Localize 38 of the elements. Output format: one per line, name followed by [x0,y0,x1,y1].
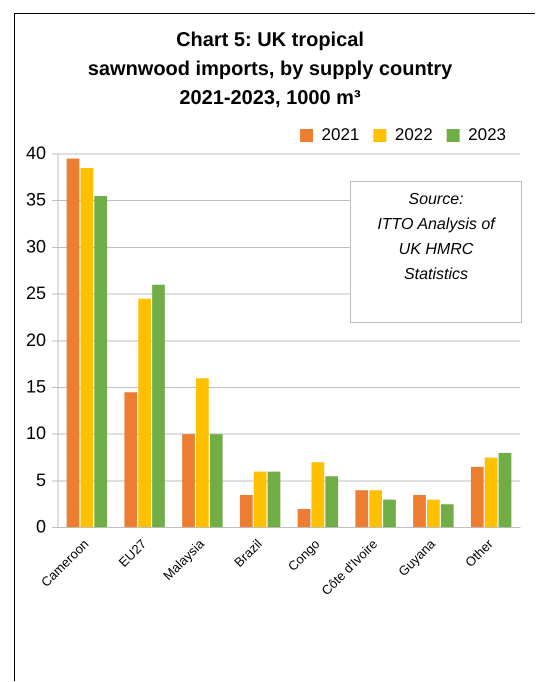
y-tick-label: 0 [36,516,46,537]
bar [427,500,440,528]
y-tick-label: 10 [26,423,46,444]
y-tick-label: 30 [26,236,46,256]
y-tick-label: 20 [26,330,46,350]
bar [470,466,484,528]
bar [182,434,195,528]
bar [210,434,223,528]
bar [413,494,426,528]
y-tick-label: 15 [26,376,46,396]
bar [312,462,324,528]
bar [383,500,396,528]
y-tick-label: 40 [26,142,46,163]
bar [484,458,498,528]
bar [440,504,454,528]
bar [355,490,368,528]
bar [369,490,382,528]
y-tick-label: 25 [26,283,46,304]
legend-label: 2021 [322,125,360,144]
y-tick-label: 35 [26,190,46,210]
bar [268,472,280,528]
bar [152,284,165,528]
bar [298,508,310,528]
bar [325,476,338,528]
bar [240,494,253,528]
bar [254,472,267,528]
bar [124,392,138,528]
annotation: Source: ITTO Analysis of UK HMRC Statistics [376,190,497,285]
bar [138,298,152,528]
chart-title: Chart 5: UK tropical sawnwood imports, by supply country 2021-2023, 1000 m³ [88,29,454,110]
legend-label: 2022 [394,125,433,144]
bar [66,158,80,528]
bar [498,452,512,528]
bar [94,196,108,528]
legend-label: 2023 [468,125,506,144]
y-tick-label: 5 [36,470,46,490]
bar [80,168,94,528]
bar [196,378,209,528]
